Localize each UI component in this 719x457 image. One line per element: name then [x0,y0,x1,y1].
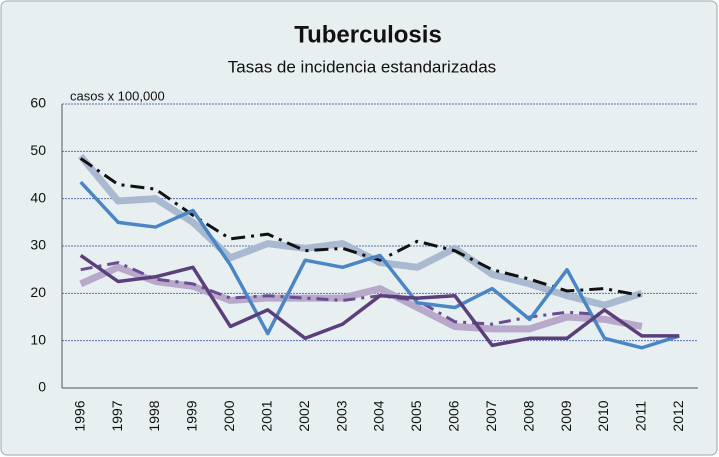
x-tick-label: 2009 [558,400,574,431]
x-tick-label: 1998 [146,400,162,431]
series-line [79,254,680,348]
x-tick-label: 2007 [483,400,499,431]
x-tick-label: 1996 [71,400,87,431]
x-tick-label: 2002 [296,400,312,431]
x-tick-label: 2008 [520,400,536,431]
y-tick-label: 40 [30,189,46,205]
series-line [80,261,605,326]
x-tick-label: 2001 [258,400,274,431]
y-tick-label: 0 [38,379,46,395]
x-tick-label: 2011 [633,401,649,431]
y-tick-label: 30 [30,237,46,253]
x-tick-label: 2006 [446,400,462,431]
series-line [79,180,680,350]
unit-annotation: casos x 100,000 [70,88,165,103]
x-tick-label: 2010 [595,400,611,431]
y-tick-label: 20 [30,284,46,300]
x-tick-label: 2005 [408,400,424,431]
y-tick-label: 60 [30,95,46,111]
y-tick-label: 50 [30,142,46,158]
x-tick-label: 1997 [109,400,125,431]
x-tick-label: 2012 [670,400,686,431]
x-tick-label: 2004 [371,400,387,431]
x-tick-label: 2003 [333,400,349,431]
chart-title: Tuberculosis [294,21,442,48]
series-line [79,263,643,333]
series-line [78,153,643,309]
x-tick-label: 2000 [221,400,237,431]
x-tick-label: 1999 [184,400,200,431]
chart-subtitle: Tasas de incidencia estandarizadas [228,57,496,76]
y-tick-label: 10 [30,331,46,347]
